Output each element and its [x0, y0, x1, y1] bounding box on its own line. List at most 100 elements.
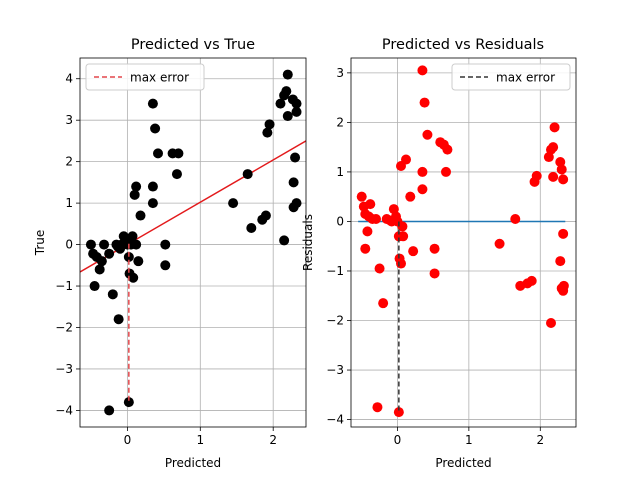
data-point — [279, 235, 290, 246]
data-point — [153, 148, 164, 159]
data-point — [127, 231, 138, 242]
legend-label: max error — [496, 71, 555, 85]
data-point — [246, 222, 257, 233]
data-point — [113, 314, 124, 325]
y-axis-label: True — [33, 230, 47, 257]
data-point — [150, 123, 161, 134]
data-point — [494, 238, 505, 249]
data-point — [558, 228, 569, 239]
data-point — [128, 272, 139, 283]
legend: max error — [85, 63, 205, 91]
y-axis-label: Residuals — [301, 214, 315, 271]
x-tick-label: 0 — [124, 433, 132, 447]
y-tick-label: 3 — [65, 113, 73, 127]
data-point — [94, 264, 105, 275]
y-tick-label: 2 — [65, 155, 73, 169]
y-tick-label: −3 — [55, 362, 73, 376]
data-point — [419, 97, 430, 108]
legend: max error — [451, 63, 571, 91]
y-tick-label: −2 — [55, 320, 73, 334]
chart-panel-2: 0 1 2 −4 −3 −2 −1 0 1 2 3 Predicted vs Residuals Pre… — [301, 37, 577, 470]
data-point — [89, 281, 100, 292]
data-point — [147, 98, 158, 109]
data-point — [282, 111, 293, 122]
data-point — [96, 256, 107, 267]
plot-area — [356, 65, 569, 418]
data-point — [417, 184, 428, 195]
x-axis-label: Predicted — [435, 456, 491, 470]
y-tick-label: −1 — [55, 279, 73, 293]
axes-frame — [350, 57, 577, 428]
data-point — [556, 164, 567, 175]
data-point — [393, 407, 404, 418]
data-point — [526, 275, 537, 286]
data-point — [408, 246, 419, 257]
data-point — [107, 289, 118, 300]
data-point — [171, 169, 182, 180]
data-point — [555, 256, 566, 267]
data-point — [160, 239, 171, 250]
data-point — [549, 122, 560, 133]
data-point — [99, 239, 110, 250]
data-point — [417, 65, 428, 76]
x-tick-label: 0 — [394, 433, 402, 447]
x-tick-label: 1 — [465, 433, 473, 447]
data-point — [422, 129, 433, 140]
data-point — [290, 152, 301, 163]
y-tick-label: −4 — [326, 413, 344, 427]
data-point — [398, 231, 409, 242]
data-point — [104, 405, 115, 416]
data-point — [291, 198, 302, 209]
data-point — [405, 191, 416, 202]
data-point — [510, 213, 521, 224]
chart-title: Predicted vs Residuals — [382, 37, 544, 53]
data-point — [260, 210, 271, 221]
legend-box — [85, 63, 205, 91]
data-point — [558, 280, 569, 291]
data-point — [291, 98, 302, 109]
data-point — [85, 239, 96, 250]
legend-label: max error — [130, 71, 189, 85]
data-point — [281, 86, 292, 97]
data-point — [291, 106, 302, 117]
data-point — [374, 263, 385, 274]
y-tick-label: −2 — [326, 314, 344, 328]
data-point — [555, 157, 566, 168]
data-point — [160, 260, 171, 271]
data-point — [396, 258, 406, 269]
data-point — [262, 127, 273, 138]
data-point — [228, 198, 239, 209]
x-tick-label: 2 — [536, 433, 544, 447]
data-point — [429, 243, 440, 254]
y-tick-label: 3 — [336, 66, 344, 80]
data-point — [275, 98, 286, 109]
chart-title: Predicted vs True — [131, 37, 255, 53]
data-point — [129, 189, 140, 200]
data-point — [401, 154, 411, 165]
data-point — [548, 171, 559, 182]
data-point — [548, 142, 559, 153]
data-point — [123, 397, 134, 408]
data-point — [546, 317, 556, 328]
data-point — [372, 402, 383, 413]
x-tick-label: 1 — [196, 433, 204, 447]
data-point — [147, 198, 158, 209]
axes-frame — [79, 57, 307, 428]
data-point — [531, 170, 542, 181]
data-point — [242, 169, 253, 180]
data-point — [397, 221, 408, 232]
data-point — [131, 181, 142, 192]
data-point — [441, 166, 451, 177]
data-point — [417, 166, 428, 177]
data-point — [133, 256, 144, 267]
data-point — [365, 199, 376, 210]
data-point — [429, 268, 440, 279]
data-point — [147, 181, 158, 192]
data-point — [442, 144, 453, 155]
y-tick-label: 0 — [65, 238, 73, 252]
data-point — [288, 177, 299, 188]
data-point — [173, 148, 184, 159]
data-point — [356, 191, 367, 202]
data-point — [123, 252, 134, 263]
